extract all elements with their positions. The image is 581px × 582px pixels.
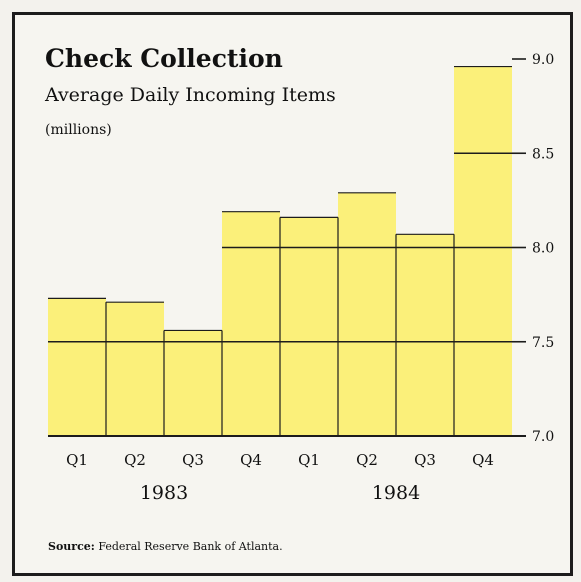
bar-5 [280, 217, 338, 436]
y-tick-label-2: 7.5 [532, 335, 554, 351]
source-label: Source: [48, 540, 95, 553]
chart-title: Check Collection [45, 44, 283, 73]
source-text: Federal Reserve Bank of Atlanta. [98, 540, 283, 553]
bar-7 [396, 234, 454, 436]
x-tick-label-6: Q2 [356, 451, 378, 469]
bar-6 [338, 192, 396, 436]
y-tick-label-1: 7.0 [532, 429, 554, 445]
x-tick-label-7: Q3 [414, 451, 436, 469]
chart-subtitle: Average Daily Incoming Items [45, 84, 336, 106]
y-tick-label-4: 8.5 [532, 146, 554, 162]
x-tick-label-1: Q1 [66, 451, 88, 469]
bar-2 [106, 302, 164, 436]
source-note: Source: Federal Reserve Bank of Atlanta. [48, 540, 283, 553]
x-tick-label-4: Q4 [240, 451, 262, 469]
bar-8 [454, 66, 512, 436]
x-tick-label-3: Q3 [182, 451, 204, 469]
bar-1 [48, 298, 106, 436]
y-tick-label-5: 9.0 [532, 52, 554, 68]
bar-4 [222, 211, 280, 436]
bar-3 [164, 330, 222, 436]
x-tick-label-5: Q1 [298, 451, 320, 469]
y-tick-label-3: 8.0 [532, 241, 554, 257]
units-label: (millions) [45, 122, 112, 138]
x-tick-label-8: Q4 [472, 451, 494, 469]
year-label-1: 1983 [140, 482, 188, 504]
x-tick-label-2: Q2 [124, 451, 146, 469]
year-label-2: 1984 [372, 482, 420, 504]
